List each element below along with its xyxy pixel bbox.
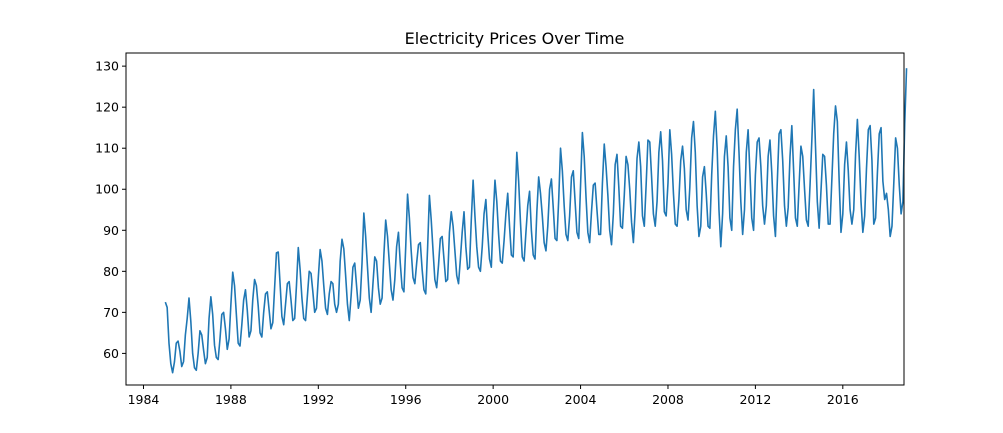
y-tick-label: 70 (103, 305, 119, 320)
plot-frame (125, 52, 905, 386)
x-tick-label: 1984 (128, 392, 160, 407)
y-axis: 60 70 80 90 100 110 120 130 (95, 59, 126, 361)
y-tick-label: 130 (95, 59, 119, 74)
y-tick-label: 100 (95, 182, 119, 197)
series-line (164, 68, 908, 374)
y-tick-label: 110 (95, 141, 119, 156)
x-tick-label: 2008 (652, 392, 684, 407)
y-tick-label: 120 (95, 100, 119, 115)
y-tick-label: 80 (103, 264, 119, 279)
x-tick-label: 1992 (302, 392, 334, 407)
x-tick-label: 1988 (215, 392, 247, 407)
x-tick-label: 1996 (390, 392, 422, 407)
x-tick-label: 2000 (477, 392, 509, 407)
chart-title: Electricity Prices Over Time (405, 29, 625, 48)
y-tick-label: 90 (103, 223, 119, 238)
plot-area (164, 68, 908, 374)
x-tick-label: 2016 (827, 392, 859, 407)
x-axis: 1984 1988 1992 1996 2000 2004 2008 2012 2016 (128, 385, 859, 407)
y-tick-label: 60 (103, 346, 119, 361)
x-tick-label: 2004 (565, 392, 597, 407)
x-tick-label: 2012 (739, 392, 771, 407)
